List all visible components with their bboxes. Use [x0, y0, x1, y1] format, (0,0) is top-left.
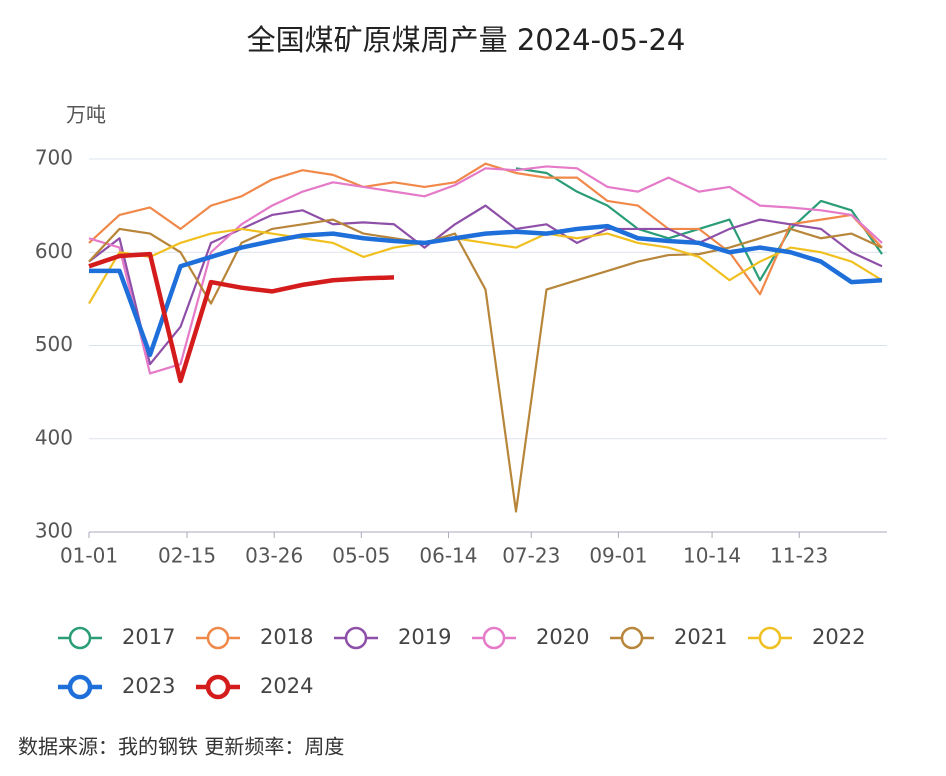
legend-marker	[482, 626, 506, 650]
legend-marker	[620, 626, 644, 650]
legend-marker	[68, 626, 92, 650]
legend-marker	[205, 674, 231, 700]
series-line	[88, 251, 395, 384]
legend-marker	[344, 626, 368, 650]
x-tick-label: 09-01	[589, 544, 647, 568]
x-tick-label: 07-23	[502, 544, 560, 568]
legend-label: 2019	[398, 625, 451, 649]
y-tick-label: 600	[35, 239, 73, 263]
legend-marker	[758, 626, 782, 650]
y-tick-label: 500	[35, 332, 73, 356]
legend-label: 2020	[536, 625, 589, 649]
x-tick-label: 01-01	[60, 544, 118, 568]
legend-label: 2023	[122, 674, 175, 698]
legend-label: 2018	[260, 625, 313, 649]
legend-marker	[67, 674, 93, 700]
chart-title: 全国煤矿原煤周产量 2024-05-24	[247, 23, 686, 57]
x-tick-label: 02-15	[158, 544, 216, 568]
x-tick-label: 03-26	[245, 544, 303, 568]
y-tick-label: 700	[35, 146, 73, 170]
y-tick-label: 400	[35, 425, 73, 449]
series-line	[88, 227, 883, 305]
legend-marker	[206, 626, 230, 650]
x-tick-label: 05-05	[332, 544, 390, 568]
legend-label: 2017	[122, 625, 175, 649]
series-line	[89, 223, 883, 358]
x-tick-label: 06-14	[419, 544, 477, 568]
legend-label: 2021	[674, 625, 727, 649]
source-note: 数据来源：我的钢铁 更新频率：周度	[18, 735, 344, 759]
legend-label: 2024	[260, 674, 313, 698]
y-tick-label: 300	[35, 519, 73, 543]
x-tick-label: 11-23	[770, 544, 828, 568]
series-line	[88, 165, 883, 375]
series-line	[88, 162, 883, 296]
series-line	[88, 204, 883, 366]
legend-label: 2022	[812, 625, 865, 649]
y-unit: 万吨	[66, 103, 106, 127]
x-tick-label: 10-14	[683, 544, 741, 568]
